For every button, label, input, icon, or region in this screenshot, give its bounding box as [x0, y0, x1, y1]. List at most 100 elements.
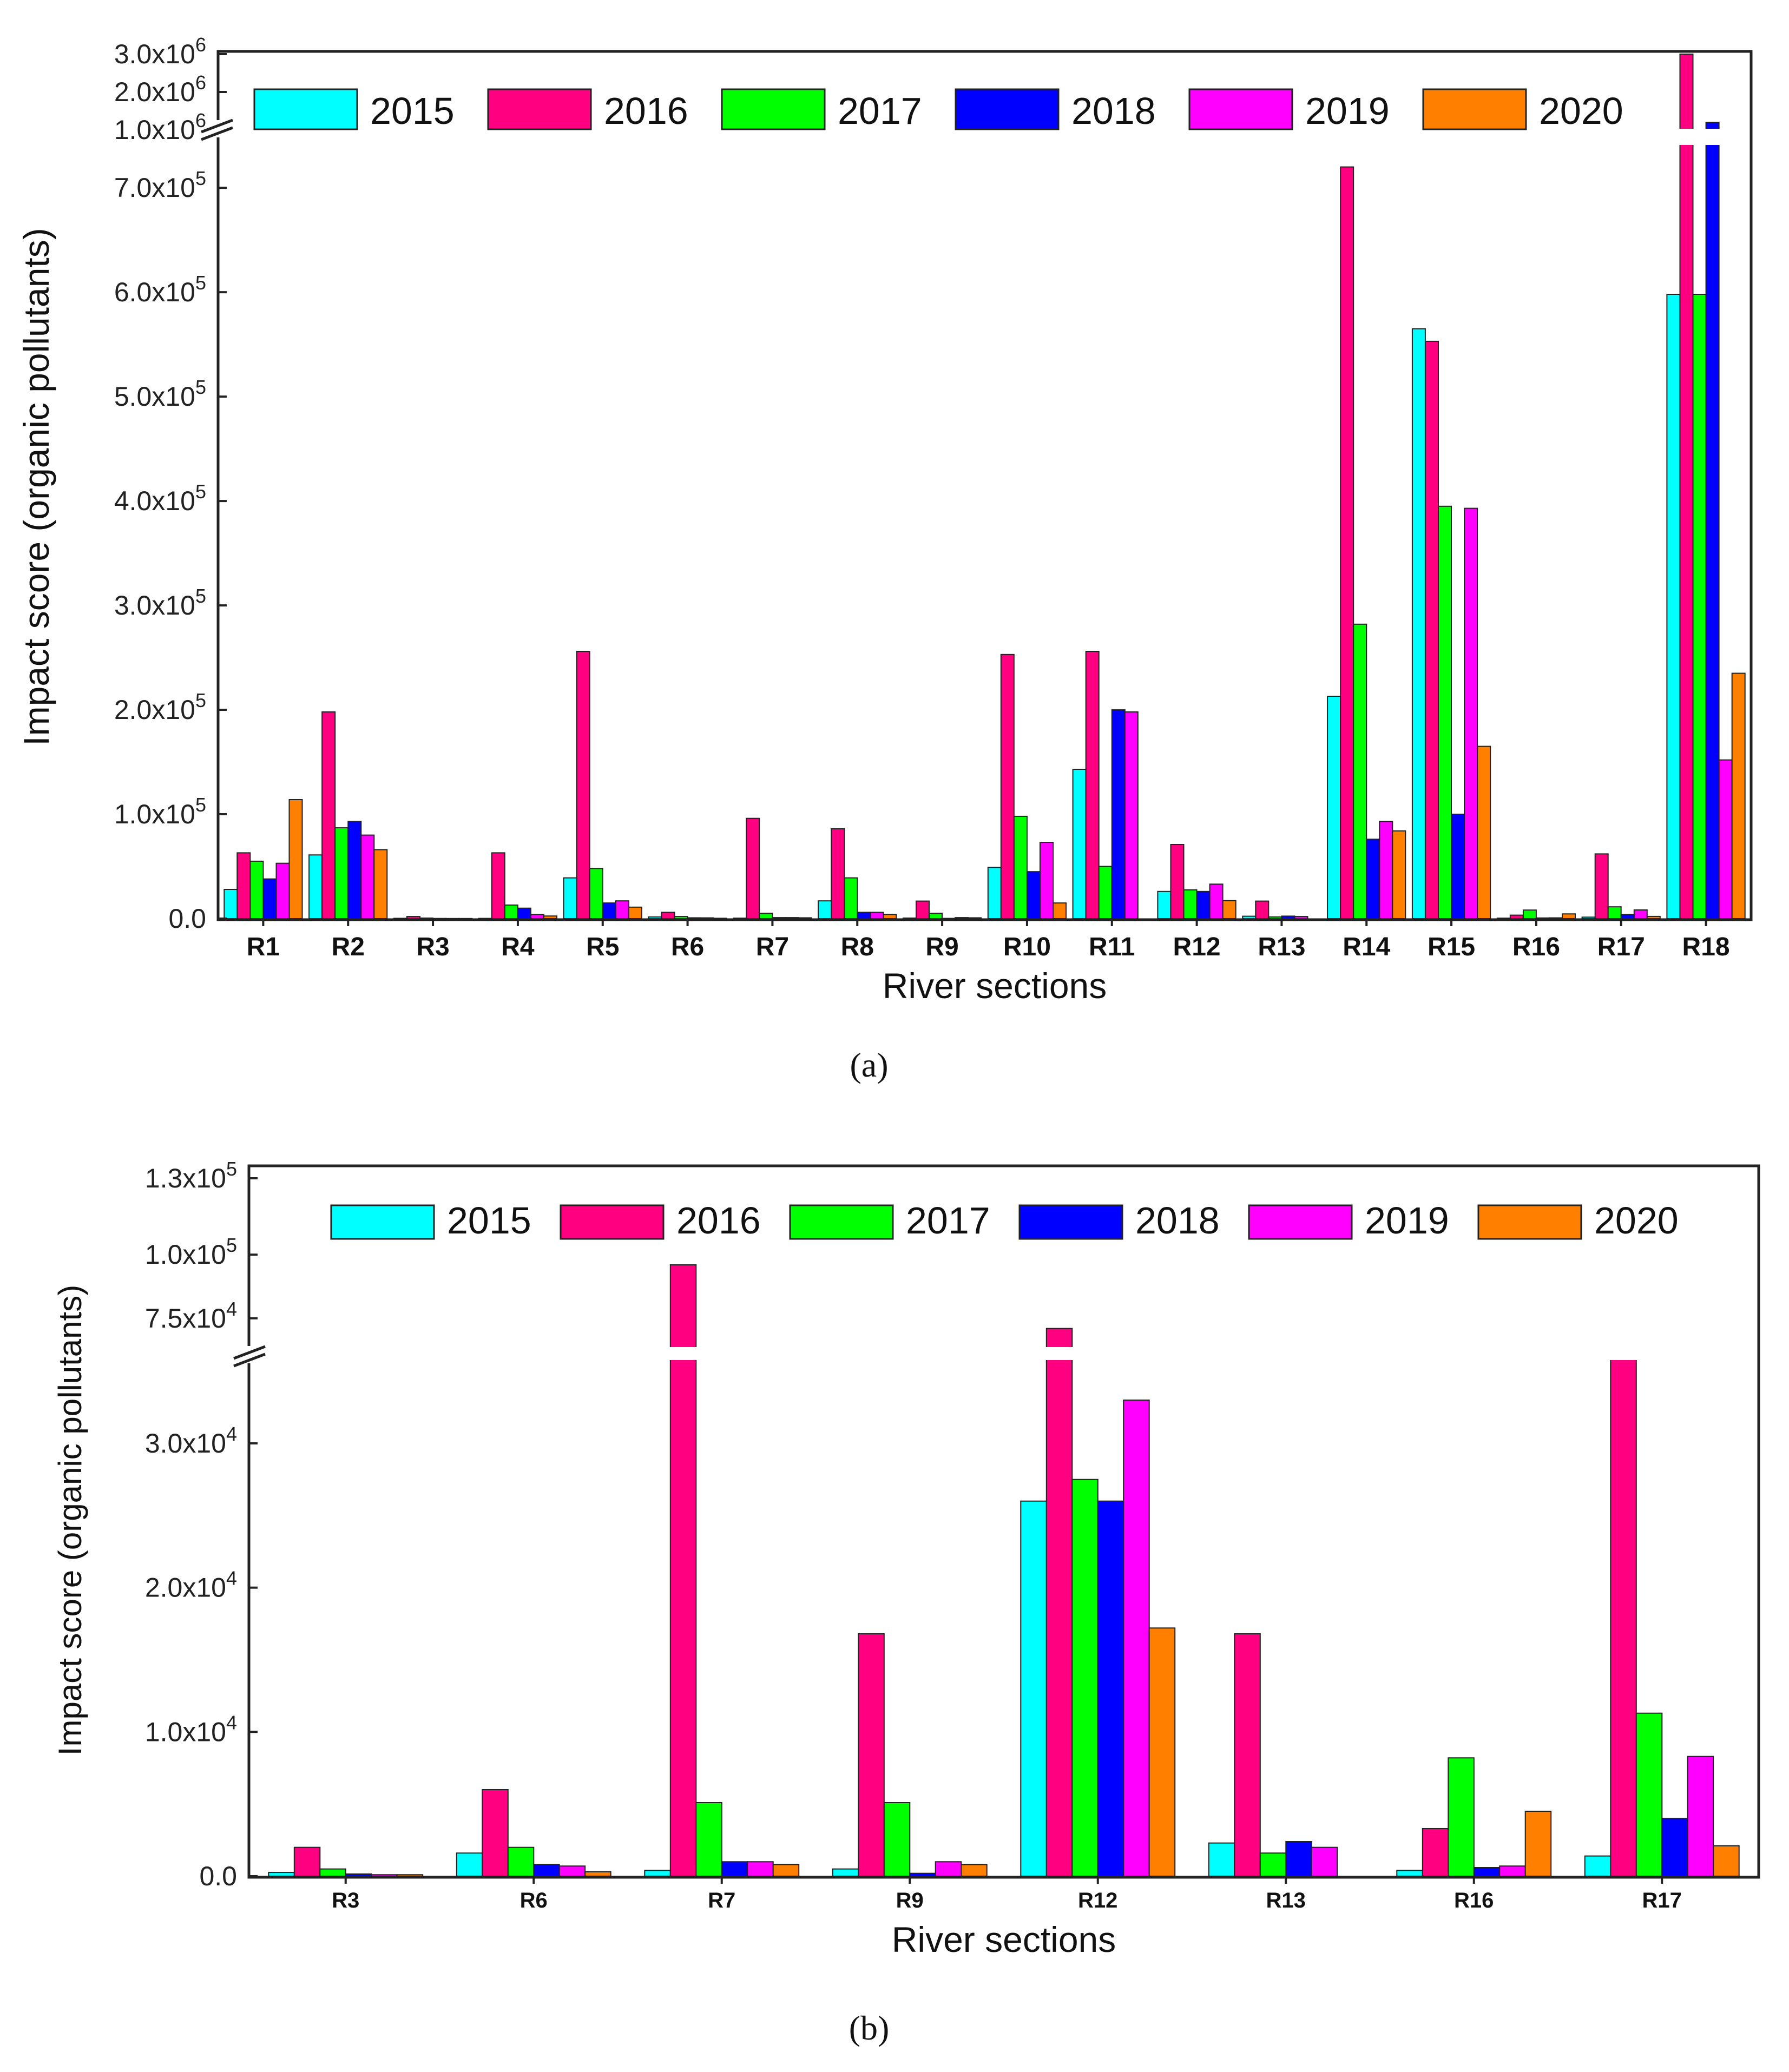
- y-tick-label: 2.0x104: [145, 1567, 237, 1603]
- bar-r7-2018: [721, 1861, 748, 1877]
- legend-label-2015: 2015: [447, 1199, 531, 1242]
- legend-swatch-2016: [487, 88, 592, 130]
- y-tick-label: 6.0x105: [114, 272, 206, 307]
- bar-r9-2015: [902, 918, 917, 919]
- bar-r12-2019: [1209, 883, 1224, 920]
- panel-a-y-axis-title: Impact score (organic pollutants): [16, 228, 56, 745]
- bar-r13-2018: [1285, 1841, 1312, 1877]
- bar-r2-2015: [308, 854, 323, 920]
- bar-r18-2016: [1679, 54, 1694, 919]
- bar-r13-2015: [1242, 915, 1257, 919]
- bar-r3-2015: [268, 1872, 295, 1877]
- legend-swatch-2017: [789, 1204, 894, 1240]
- bar-r17-2017: [1607, 906, 1622, 919]
- y-tick-label: 1.0x105: [145, 1234, 237, 1270]
- axis-break-gap: [222, 129, 1747, 145]
- y-tick-label: 3.0x105: [114, 585, 206, 621]
- bar-r12-2018: [1097, 1500, 1124, 1877]
- bar-r14-2020: [1392, 830, 1406, 920]
- bar-r6-2019: [700, 917, 714, 919]
- bar-r7-2018: [772, 917, 786, 919]
- panel-b-frame: [247, 1164, 1760, 1879]
- bar-r9-2020: [968, 917, 982, 919]
- bar-r16-2016: [1422, 1828, 1449, 1877]
- x-tick-label-r7: R7: [756, 933, 789, 961]
- bar-r9-2018: [909, 1872, 936, 1877]
- bar-r16-2016: [1509, 914, 1524, 919]
- bar-r3-2016: [406, 916, 420, 919]
- bar-r12-2020: [1148, 1627, 1176, 1877]
- bar-r11-2016: [1085, 651, 1100, 919]
- x-tick-label-r16: R16: [1454, 1889, 1494, 1912]
- bar-r17-2019: [1687, 1756, 1714, 1877]
- bar-r6-2020: [713, 918, 727, 920]
- bar-r12-2015: [1157, 890, 1172, 920]
- bar-r18-2018: [1705, 122, 1720, 919]
- bar-r13-2018: [1281, 915, 1295, 920]
- y-tick-label: 7.0x105: [114, 167, 206, 203]
- legend-swatch-2015: [253, 88, 358, 130]
- bar-r16-2017: [1522, 909, 1537, 919]
- bar-r6-2017: [674, 916, 688, 919]
- y-tick-label: 0.0: [199, 1861, 237, 1891]
- bar-r5-2017: [589, 868, 603, 920]
- bar-r12-2015: [1020, 1500, 1047, 1877]
- bar-r2-2016: [321, 711, 336, 920]
- bar-r2-2020: [373, 849, 388, 919]
- legend-label-2017: 2017: [906, 1199, 990, 1242]
- y-tick-label: 5.0x105: [114, 376, 206, 412]
- bar-r15-2019: [1464, 507, 1478, 919]
- bar-r18-2017: [1692, 294, 1707, 919]
- x-tick-label-r5: R5: [586, 933, 619, 961]
- y-tick-label: 3.0x104: [145, 1423, 237, 1459]
- bar-r3-2020: [396, 1874, 424, 1877]
- bar-r5-2016: [576, 651, 590, 919]
- bar-r18-2019: [1718, 759, 1733, 919]
- legend-swatch-2016: [560, 1204, 665, 1240]
- bar-r2-2017: [334, 827, 349, 919]
- bar-r12-2019: [1123, 1400, 1150, 1877]
- x-tick-label-r2: R2: [332, 933, 365, 961]
- bar-r6-2020: [584, 1871, 611, 1877]
- bar-r3-2017: [319, 1868, 346, 1877]
- bar-r1-2015: [223, 889, 238, 919]
- bar-r11-2018: [1111, 709, 1126, 919]
- y-tick-label: 1.0x105: [114, 794, 206, 829]
- bar-r7-2016: [746, 817, 760, 919]
- panel-a-y-ticks: 0.0 1.0x105 2.0x105 3.0x105 4.0x105 5.0x105 6.…: [114, 34, 227, 934]
- bar-r16-2015: [1496, 918, 1511, 919]
- bar-r12-2017: [1071, 1479, 1099, 1877]
- chart-panel-b: 0.0 1.0x104 2.0x104 3.0x104 7.5x104 1.0x105 1.…: [52, 1158, 1760, 2047]
- legend-swatch-2020: [1477, 1204, 1582, 1240]
- bar-r9-2017: [883, 1802, 911, 1877]
- panel-a-x-ticks: R1 R2 R3 R4 R5 R6 R7 R8 R9 R10 R11 R12 R13 R14 R15 R16 R…: [247, 919, 1730, 961]
- bar-r10-2016: [1000, 654, 1015, 920]
- bar-r12-2017: [1183, 889, 1198, 920]
- x-tick-label-r14: R14: [1343, 933, 1390, 961]
- bar-r1-2016: [236, 852, 251, 920]
- legend-label-2016: 2016: [676, 1199, 761, 1242]
- legend-swatch-2019: [1188, 88, 1293, 130]
- bar-r12-2016: [1170, 844, 1185, 919]
- bar-r10-2018: [1026, 871, 1041, 919]
- bar-r6-2015: [648, 916, 662, 920]
- bar-r17-2015: [1584, 1855, 1612, 1877]
- bar-r14-2018: [1366, 839, 1380, 920]
- legend-swatch-2018: [955, 88, 1060, 130]
- legend-label-2016: 2016: [604, 90, 688, 132]
- x-tick-label-r8: R8: [841, 933, 874, 961]
- bar-r13-2019: [1311, 1846, 1338, 1877]
- bar-r7-2019: [747, 1861, 774, 1877]
- bar-r15-2015: [1411, 328, 1426, 920]
- bar-r1-2018: [262, 878, 277, 919]
- panel-b-axis-break: [233, 1345, 266, 1368]
- bar-r7-2017: [759, 913, 773, 919]
- bar-r16-2020: [1524, 1811, 1552, 1877]
- bar-r7-2020: [798, 917, 812, 919]
- bar-r1-2017: [249, 860, 264, 920]
- bar-r6-2018: [533, 1864, 560, 1877]
- y-tick-label: 1.0x106: [114, 109, 206, 145]
- x-tick-label-r15: R15: [1428, 933, 1475, 961]
